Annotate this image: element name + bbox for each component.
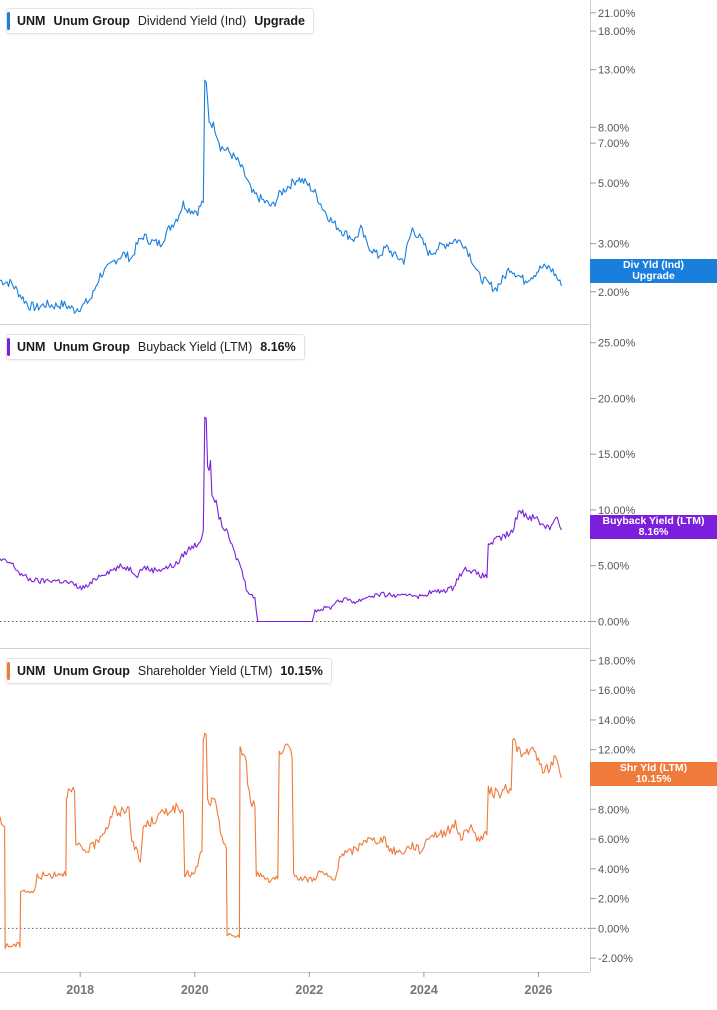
legend-company: Unum Group	[53, 340, 130, 354]
legend-ticker: UNM	[17, 340, 46, 354]
y-tick-label: 12.00%	[598, 745, 636, 757]
y-tick-label: 8.00%	[598, 804, 629, 816]
x-tick-label: 2018	[66, 983, 94, 997]
y-tick-label: 8.00%	[598, 122, 629, 134]
y-tick-label: 18.00%	[598, 655, 636, 667]
y-tick-label: 5.00%	[598, 561, 629, 573]
legend-swatch	[7, 338, 10, 356]
y-tick-label: -2.00%	[598, 953, 633, 965]
y-tick-label: 15.00%	[598, 449, 636, 461]
y-tick-label: 5.00%	[598, 178, 629, 190]
legend-shareholder-yield[interactable]: UNM Unum Group Shareholder Yield (LTM) 1…	[6, 658, 332, 684]
y-tick-label: 13.00%	[598, 65, 636, 77]
legend-company: Unum Group	[53, 14, 130, 28]
y-tick-label: 18.00%	[598, 26, 636, 38]
series-line	[0, 416, 562, 623]
y-tick-label: 14.00%	[598, 715, 636, 727]
y-tick-label: 25.00%	[598, 338, 636, 350]
y-tick-label: 6.00%	[598, 834, 629, 846]
x-tick-label: 2020	[181, 983, 209, 997]
last-value-tag-buyback: Buyback Yield (LTM) 8.16%	[590, 515, 717, 539]
last-value-tag-shareholder: Shr Yld (LTM) 10.15%	[590, 762, 717, 786]
legend-company: Unum Group	[53, 664, 130, 678]
y-tick-label: 2.00%	[598, 287, 629, 299]
y-tick-label: 4.00%	[598, 864, 629, 876]
y-tick-label: 21.00%	[598, 8, 636, 20]
y-tick-label: 10.00%	[598, 505, 636, 517]
series-line	[0, 732, 562, 950]
legend-swatch	[7, 662, 10, 680]
legend-buyback-yield[interactable]: UNM Unum Group Buyback Yield (LTM) 8.16%	[6, 334, 305, 360]
legend-value[interactable]: Upgrade	[254, 14, 305, 28]
legend-value: 8.16%	[260, 340, 296, 354]
y-tick-label: 2.00%	[598, 894, 629, 906]
y-tick-label: 0.00%	[598, 923, 629, 935]
tag-label: Div Yld (Ind)	[622, 259, 685, 271]
legend-swatch	[7, 12, 10, 30]
tag-label: Shr Yld (LTM)	[619, 762, 688, 774]
y-tick-label: 0.00%	[598, 616, 629, 628]
tag-label: Buyback Yield (LTM)	[602, 515, 705, 527]
x-tick-label: 2022	[295, 983, 323, 997]
series-line	[0, 79, 562, 314]
legend-ticker: UNM	[17, 664, 46, 678]
y-tick-label: 16.00%	[598, 685, 636, 697]
legend-metric: Dividend Yield (Ind)	[137, 14, 247, 28]
tag-value[interactable]: Upgrade	[632, 270, 675, 282]
legend-value: 10.15%	[280, 664, 323, 678]
y-tick-label: 7.00%	[598, 138, 629, 150]
tag-value: 10.15%	[635, 773, 672, 785]
legend-metric: Shareholder Yield (LTM)	[137, 664, 273, 678]
y-tick-label: 3.00%	[598, 239, 629, 251]
legend-ticker: UNM	[17, 14, 46, 28]
legend-dividend-yield[interactable]: UNM Unum Group Dividend Yield (Ind) Upgr…	[6, 8, 314, 34]
tag-value: 8.16%	[638, 526, 669, 538]
x-tick-label: 2024	[410, 983, 438, 997]
last-value-tag-dividend[interactable]: Div Yld (Ind) Upgrade	[590, 259, 717, 283]
x-tick-label: 2026	[525, 983, 553, 997]
legend-metric: Buyback Yield (LTM)	[137, 340, 253, 354]
y-tick-label: 20.00%	[598, 393, 636, 405]
